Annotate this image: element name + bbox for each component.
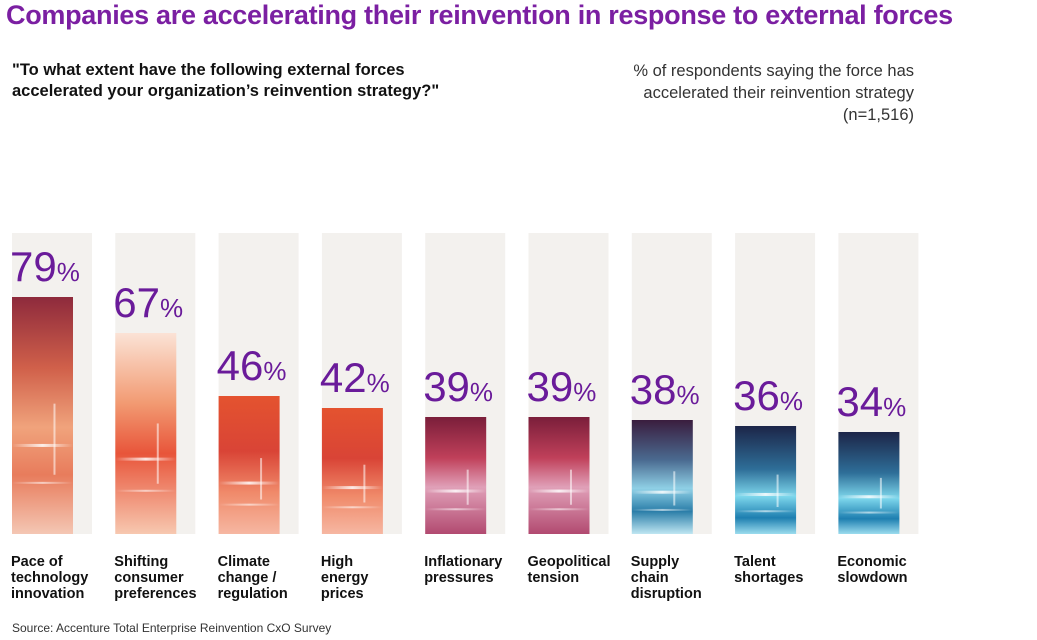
bar-streak	[12, 443, 73, 447]
bar-streak	[631, 508, 693, 511]
bar	[528, 417, 590, 534]
category-label: Economic slowdown	[837, 554, 908, 586]
bar-streak	[838, 495, 900, 499]
bar-streak	[115, 489, 177, 492]
bar-streak	[218, 481, 280, 485]
value-label: 42%	[320, 354, 390, 401]
bar	[115, 333, 177, 534]
bar	[321, 408, 383, 534]
bar-streak	[569, 469, 572, 505]
bar-streak	[260, 458, 263, 500]
measure-note: % of respondents saying the force has ac…	[633, 62, 914, 124]
category-label: Geopolitical tension	[527, 554, 611, 586]
bar-highlights	[12, 403, 900, 514]
bar-streak	[735, 510, 797, 513]
bar-streak	[53, 403, 56, 475]
bar	[631, 420, 693, 534]
bar-streak	[156, 423, 159, 484]
value-label: 36%	[733, 372, 803, 419]
value-label: 34%	[836, 378, 906, 425]
bar-streak	[673, 471, 676, 506]
category-label: Climate change / regulation	[217, 554, 288, 602]
bar-streak	[879, 477, 882, 509]
source-note: Source: Accenture Total Enterprise Reinv…	[12, 621, 332, 635]
category-label: Pace of technology innovation	[11, 554, 89, 602]
bar-streak	[631, 490, 693, 494]
chart-title: Companies are accelerating their reinven…	[6, 0, 953, 30]
value-label: 67%	[113, 279, 183, 326]
category-label: Inflationary pressures	[424, 554, 503, 586]
bar-streak	[115, 457, 177, 461]
bar-streak	[218, 503, 280, 506]
value-label: 79%	[10, 243, 80, 290]
value-label: 39%	[423, 363, 493, 410]
bar-streak	[528, 489, 590, 493]
value-label: 38%	[630, 366, 700, 413]
bar-streak	[12, 481, 73, 484]
bar-streak	[528, 508, 590, 511]
bar-streak	[321, 506, 383, 509]
bar-streak	[838, 511, 900, 514]
bar	[12, 297, 73, 534]
bar-streak	[363, 464, 366, 503]
bar-streak	[735, 492, 797, 496]
bar-streak	[425, 508, 487, 511]
bar-streak	[425, 489, 487, 493]
bar	[838, 432, 900, 534]
bar	[218, 396, 280, 534]
category-label: High energy prices	[320, 554, 369, 602]
survey-question: "To what extent have the following exter…	[12, 61, 440, 100]
bar-streak	[321, 486, 383, 490]
category-label: Talent shortages	[734, 554, 804, 586]
value-labels: 79% 67% 46% 42% 39% 39% 38% 36% 34%	[10, 243, 906, 425]
bar	[735, 426, 797, 534]
bar	[425, 417, 487, 534]
value-label: 39%	[527, 363, 597, 410]
bar-tracks	[12, 233, 919, 534]
value-label: 46%	[217, 342, 287, 389]
category-label: Supply chain disruption	[630, 554, 702, 602]
bar-streak	[776, 474, 779, 507]
category-label: Shifting consumer preferences	[114, 554, 197, 602]
bar-streak	[466, 469, 469, 505]
bars	[12, 297, 900, 534]
